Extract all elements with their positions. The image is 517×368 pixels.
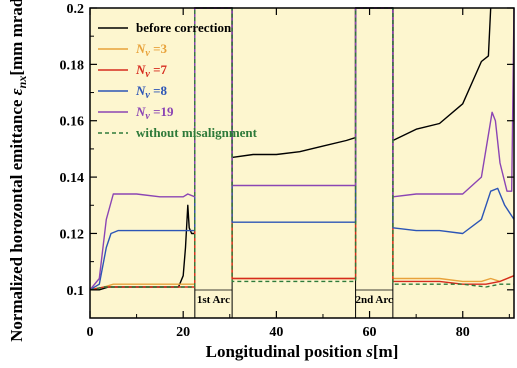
legend-label: without misalignment: [136, 125, 258, 140]
y-axis-label: Normalized horozontal emittance εnx[mm m…: [7, 0, 29, 342]
axes: 0 20 40 60 80 0.1 0.12 0.14 0.16 0.18 0.2: [60, 2, 515, 340]
y-tick-label: 0.12: [60, 227, 85, 242]
legend-label: Nν =3: [135, 41, 168, 59]
legend-label: Nν =8: [135, 83, 168, 101]
y-tick-label: 0.1: [67, 284, 85, 299]
region-label: 2nd Arc: [356, 294, 394, 306]
x-tick-label: 40: [269, 325, 283, 340]
x-tick-label: 0: [87, 325, 94, 340]
y-tick-label: 0.18: [60, 58, 85, 73]
series-line: [89, 7, 515, 291]
series-lines: [89, 7, 515, 291]
series-line: [89, 7, 515, 291]
series-line: [89, 7, 514, 291]
region-label: 1st Arc: [197, 294, 230, 306]
y-tick-label: 0.2: [67, 2, 85, 17]
x-tick-label: 20: [176, 325, 190, 340]
legend-label: Nν =19: [135, 104, 174, 122]
y-tick-label: 0.16: [60, 115, 85, 130]
x-tick-label: 60: [363, 325, 377, 340]
x-tick-label: 80: [456, 325, 470, 340]
legend-label: Nν =7: [135, 62, 168, 80]
plot-background: [90, 8, 514, 318]
legend-label: before correction: [136, 20, 232, 35]
plot-frame: [89, 7, 515, 319]
y-tick-label: 0.14: [60, 171, 85, 186]
legend: before correction Nν =3 Nν =7 Nν =8 Nν =19 wi…: [98, 20, 258, 140]
x-axis-label: Longitudinal position s[m]: [206, 342, 399, 361]
